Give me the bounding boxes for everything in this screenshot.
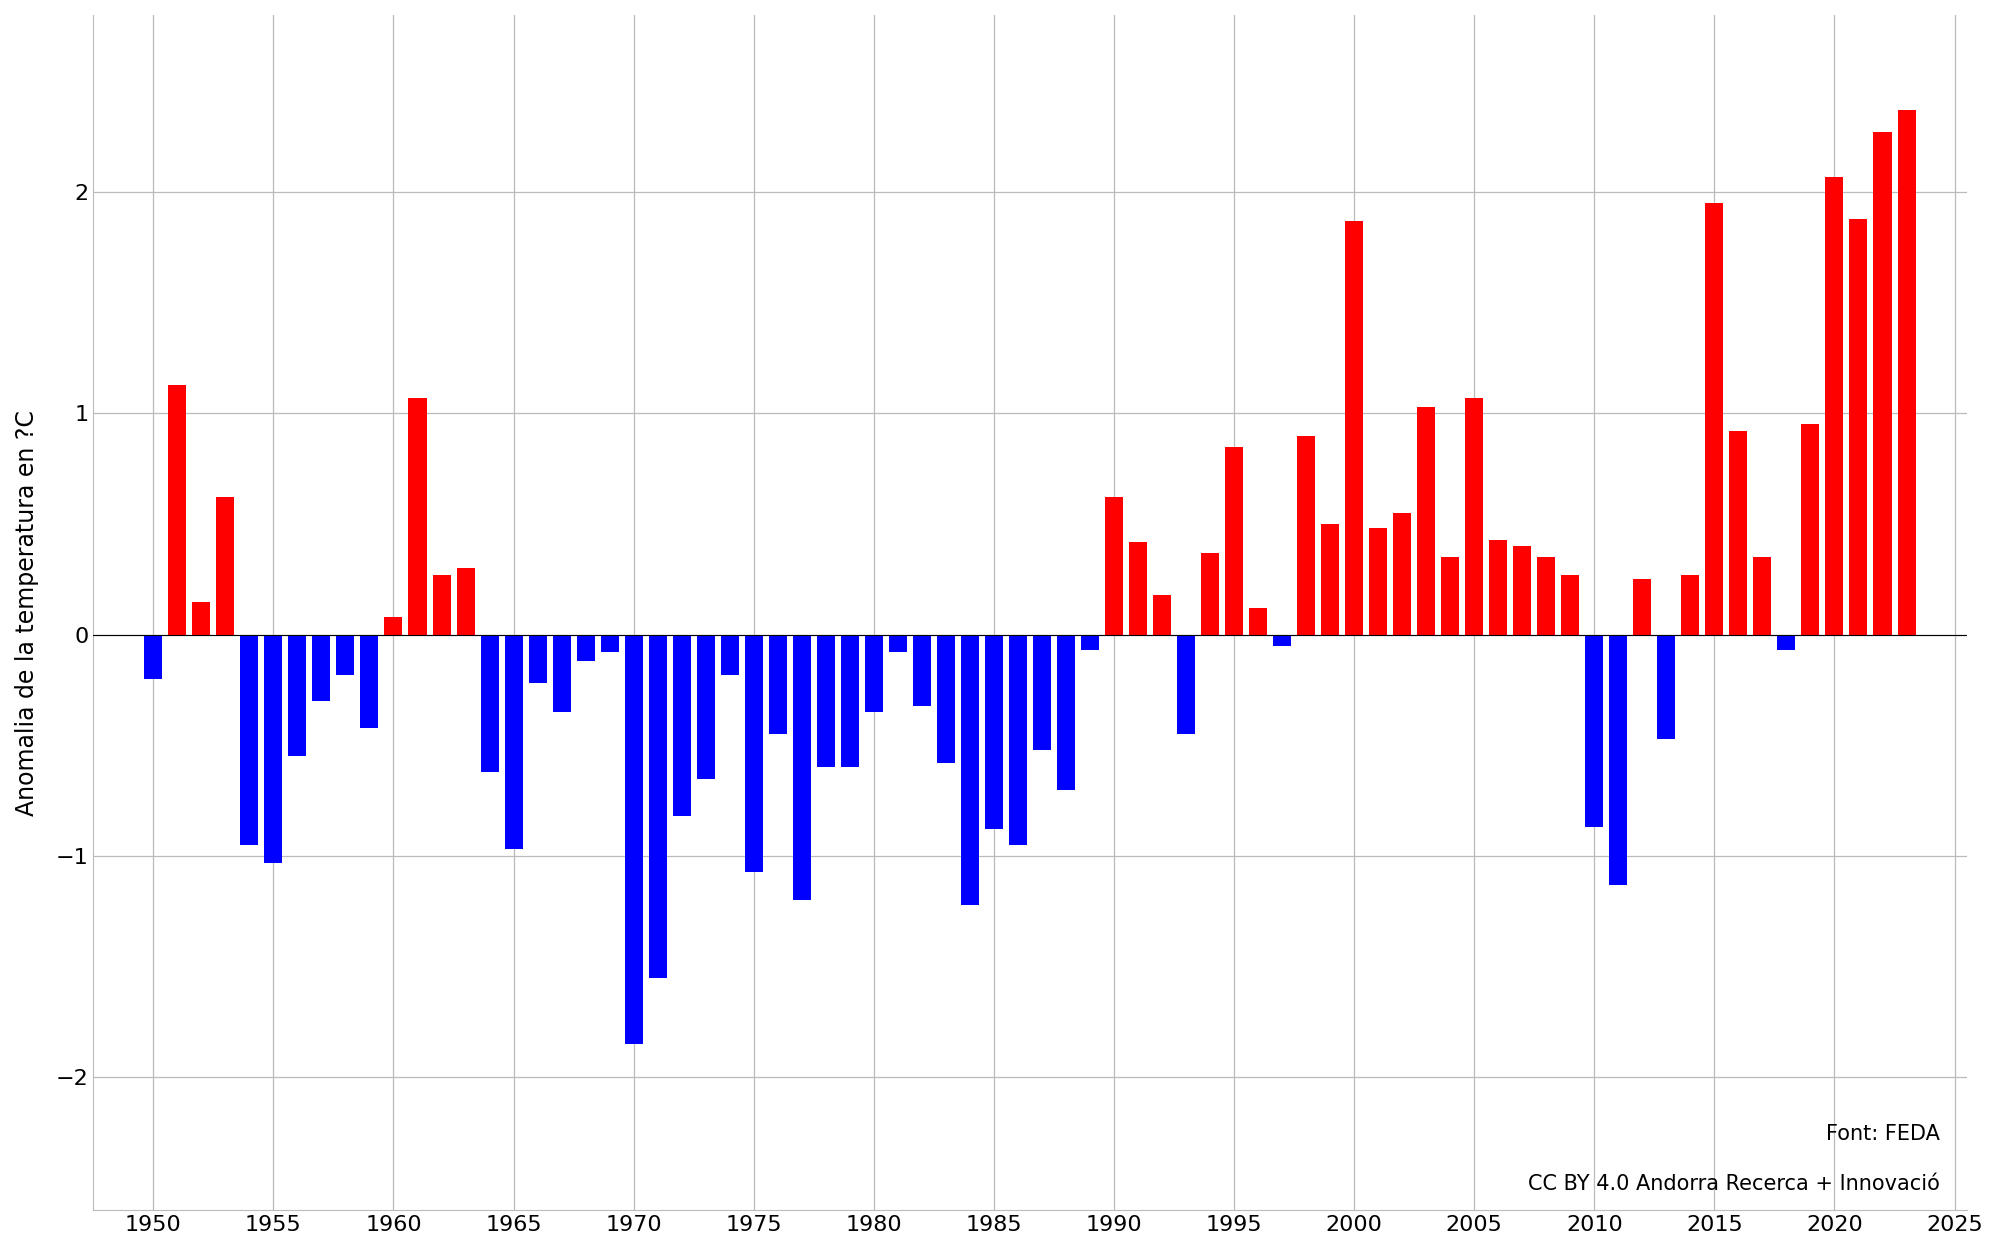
Bar	[768, 635, 786, 734]
Bar	[1274, 635, 1292, 646]
Bar	[1706, 202, 1724, 635]
Bar	[696, 635, 714, 779]
Bar	[1586, 635, 1604, 828]
Bar	[960, 635, 978, 905]
Bar	[1298, 435, 1316, 635]
Bar	[1032, 635, 1050, 750]
Bar	[144, 635, 162, 679]
Bar	[1250, 609, 1268, 635]
Bar	[192, 601, 210, 635]
Bar	[1226, 446, 1244, 635]
Bar	[624, 635, 642, 1044]
Bar	[1128, 541, 1146, 635]
Bar	[1610, 635, 1628, 885]
Bar	[1442, 558, 1460, 635]
Bar	[432, 575, 450, 635]
Bar	[1658, 635, 1676, 739]
Bar	[264, 635, 282, 862]
Bar	[1538, 558, 1556, 635]
Bar	[1394, 512, 1412, 635]
Bar	[1370, 529, 1388, 635]
Bar	[1080, 635, 1098, 650]
Bar	[720, 635, 738, 675]
Bar	[1754, 558, 1772, 635]
Bar	[672, 635, 690, 816]
Bar	[288, 635, 306, 756]
Bar	[168, 385, 186, 635]
Bar	[1008, 635, 1026, 845]
Bar	[1898, 110, 1916, 635]
Bar	[1826, 176, 1844, 635]
Bar	[240, 635, 258, 845]
Bar	[912, 635, 930, 705]
Bar	[1346, 221, 1364, 635]
Bar	[840, 635, 858, 768]
Bar	[792, 635, 810, 900]
Bar	[360, 635, 378, 728]
Text: CC BY 4.0 Andorra Recerca + Innovació: CC BY 4.0 Andorra Recerca + Innovació	[1528, 1174, 1940, 1194]
Bar	[408, 398, 426, 635]
Bar	[984, 635, 1002, 830]
Bar	[1104, 498, 1122, 635]
Bar	[1154, 595, 1172, 635]
Text: Font: FEDA: Font: FEDA	[1826, 1124, 1940, 1144]
Bar	[864, 635, 882, 712]
Bar	[1874, 132, 1892, 635]
Y-axis label: Anomalia de la temperatura en ?C: Anomalia de la temperatura en ?C	[14, 410, 40, 815]
Bar	[1514, 546, 1532, 635]
Bar	[384, 618, 402, 635]
Bar	[336, 635, 354, 675]
Bar	[1418, 406, 1436, 635]
Bar	[1730, 431, 1748, 635]
Bar	[552, 635, 570, 712]
Bar	[648, 635, 666, 978]
Bar	[576, 635, 594, 661]
Bar	[312, 635, 330, 701]
Bar	[1778, 635, 1796, 650]
Bar	[1178, 635, 1196, 734]
Bar	[1850, 219, 1868, 635]
Bar	[1202, 552, 1220, 635]
Bar	[1490, 540, 1508, 635]
Bar	[1562, 575, 1580, 635]
Bar	[936, 635, 954, 762]
Bar	[456, 569, 474, 635]
Bar	[1682, 575, 1700, 635]
Bar	[1056, 635, 1074, 790]
Bar	[528, 635, 546, 684]
Bar	[504, 635, 522, 850]
Bar	[1634, 579, 1652, 635]
Bar	[888, 635, 906, 652]
Bar	[1322, 524, 1340, 635]
Bar	[1466, 398, 1484, 635]
Bar	[744, 635, 762, 871]
Bar	[1802, 425, 1820, 635]
Bar	[816, 635, 834, 768]
Bar	[216, 498, 234, 635]
Bar	[480, 635, 498, 772]
Bar	[600, 635, 618, 652]
